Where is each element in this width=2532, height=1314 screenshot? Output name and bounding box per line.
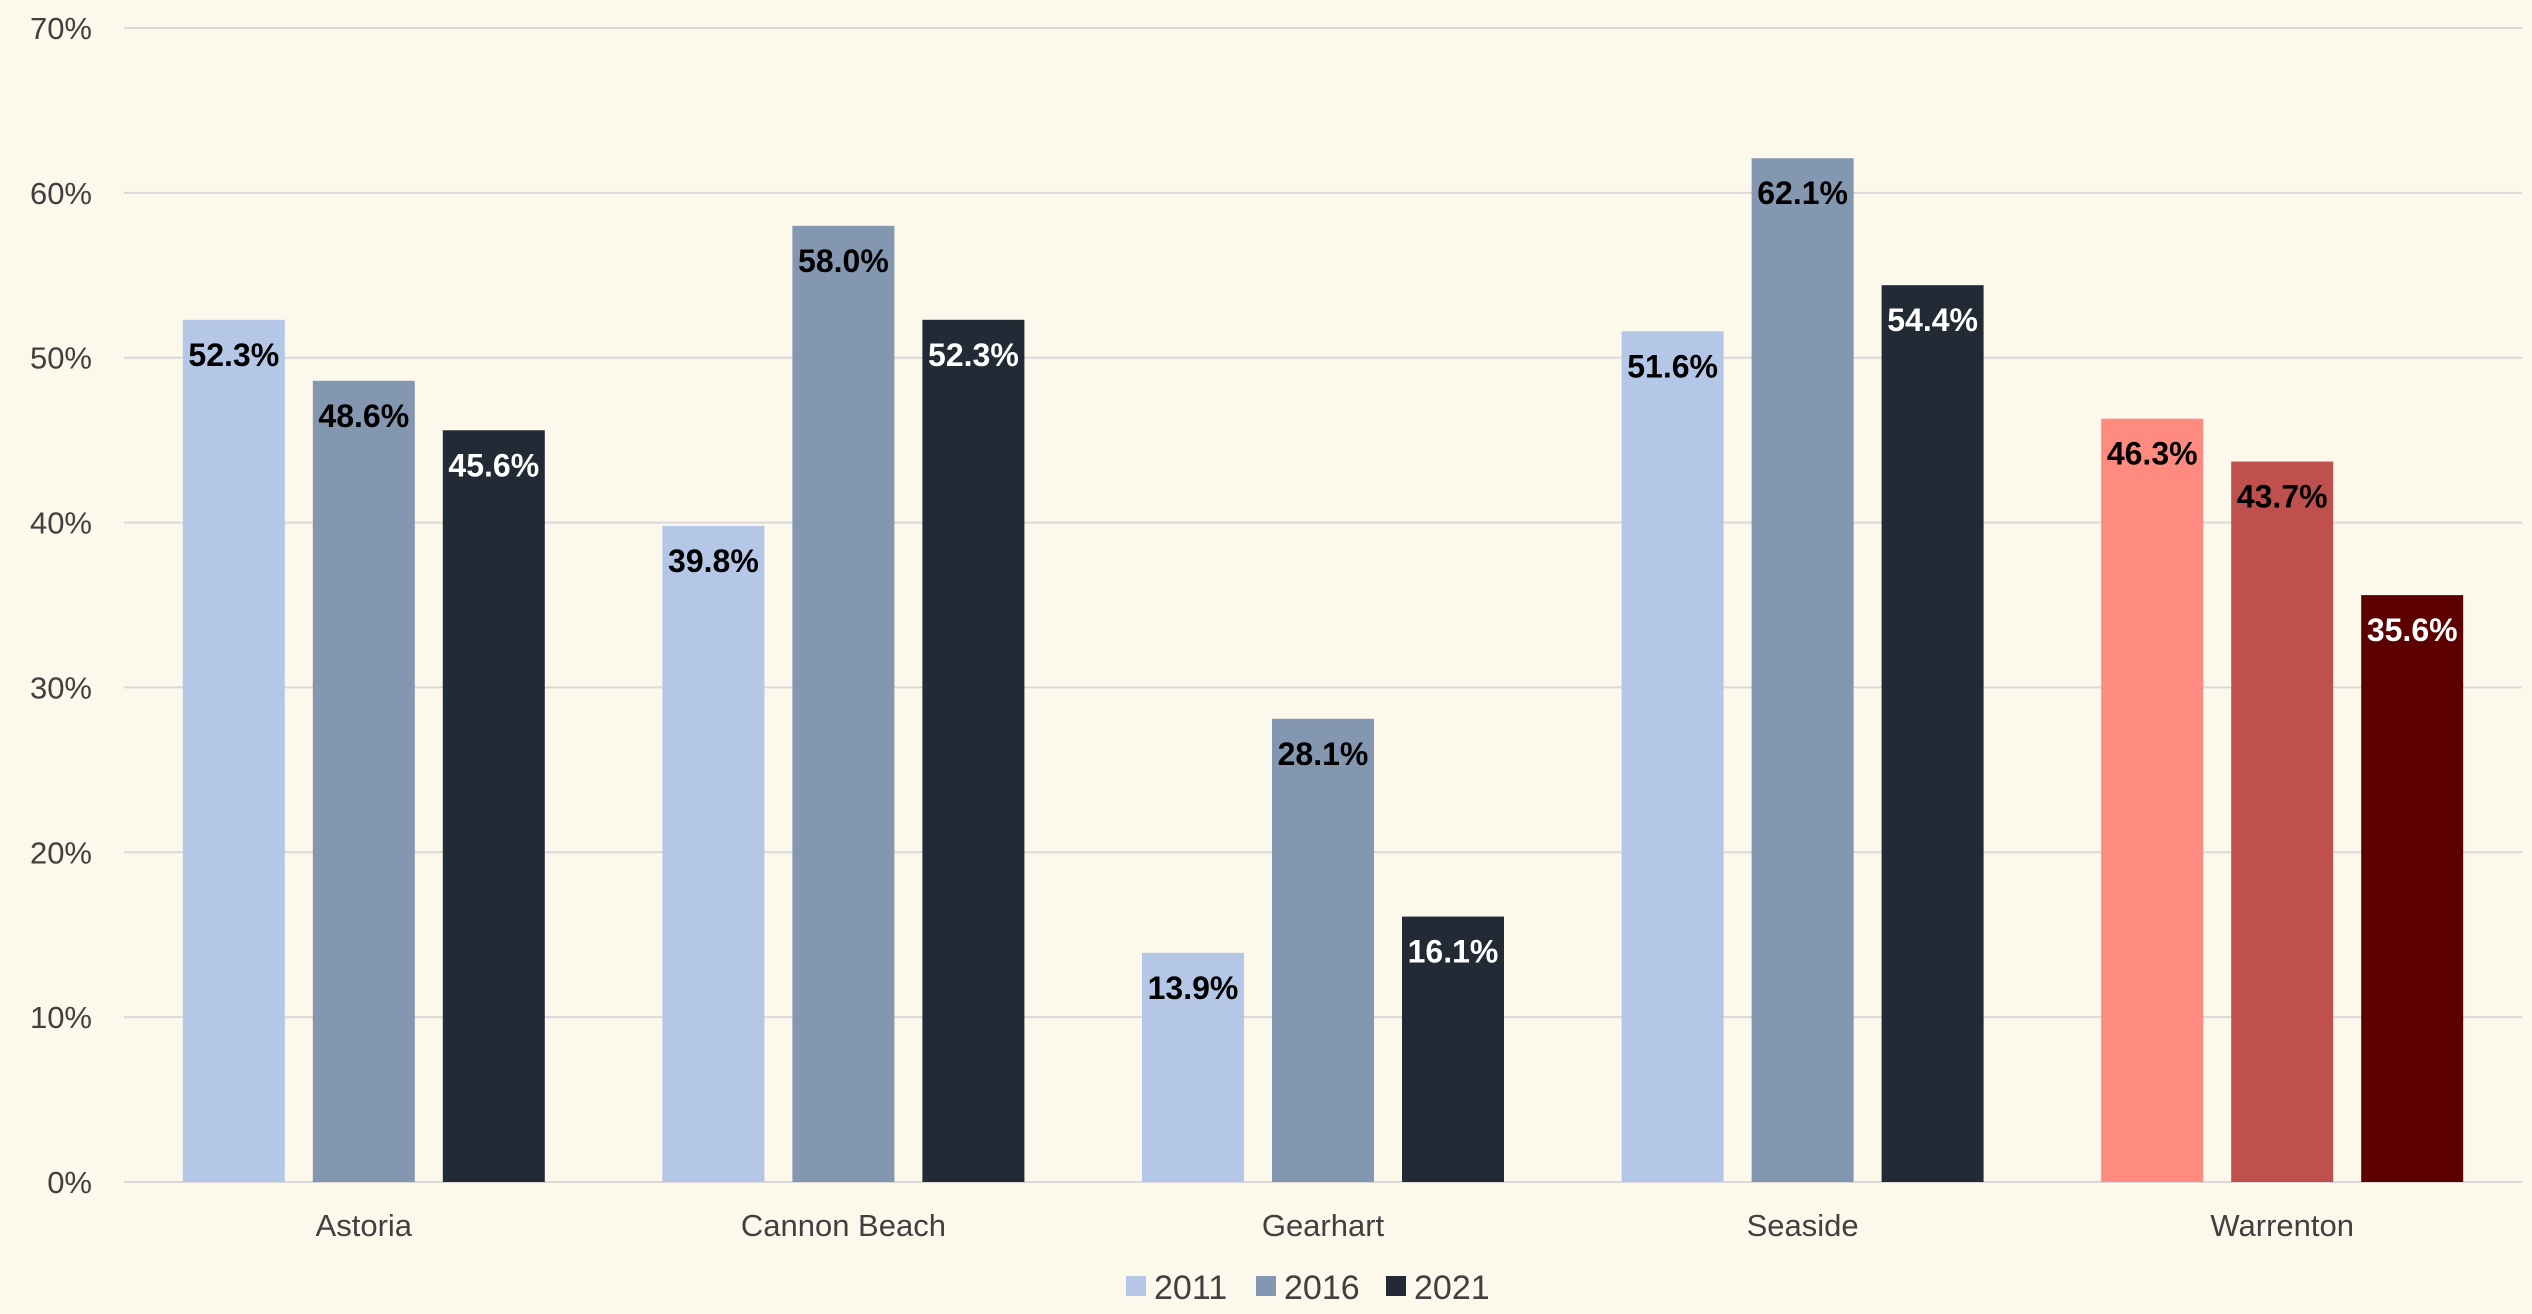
bar-cannon-beach-2016 <box>792 225 895 1183</box>
legend-label: 2021 <box>1414 1269 1490 1307</box>
bar-astoria-2011 <box>182 319 285 1183</box>
bar-warrenton-2016 <box>2231 461 2334 1182</box>
data-label: 54.4% <box>1887 302 1978 338</box>
legend: 2011 2016 2021 <box>1126 1269 1490 1307</box>
y-tick-label: 0% <box>47 1165 92 1200</box>
legend-swatch <box>1126 1276 1146 1296</box>
x-category-label: Seaside <box>1747 1208 1859 1243</box>
bar-warrenton-2021 <box>2361 595 2464 1182</box>
data-label: 46.3% <box>2107 436 2198 472</box>
bar-warrenton-2011 <box>2101 418 2204 1182</box>
data-label: 52.3% <box>188 337 279 373</box>
x-category-label: Astoria <box>316 1208 413 1243</box>
bar-cannon-beach-2021 <box>922 319 1025 1183</box>
data-label: 62.1% <box>1757 175 1848 211</box>
y-tick-label: 50% <box>30 341 92 376</box>
bar-seaside-2011 <box>1621 331 1724 1182</box>
bar-gearhart-2021 <box>1402 916 1504 1182</box>
bar-gearhart-2011 <box>1142 952 1244 1182</box>
legend-swatch <box>1386 1276 1406 1296</box>
data-label: 16.1% <box>1408 934 1499 970</box>
y-tick-label: 10% <box>30 1000 92 1035</box>
y-axis-ticks: 0% 10% 20% 30% 40% 50% 60% 70% <box>30 11 92 1200</box>
legend-label: 2016 <box>1284 1269 1360 1307</box>
data-label: 58.0% <box>798 243 889 279</box>
bar-seaside-2021 <box>1881 285 1984 1183</box>
legend-label: 2011 <box>1154 1269 1227 1307</box>
bars <box>182 158 2464 1183</box>
y-tick-label: 40% <box>30 506 92 541</box>
data-label: 28.1% <box>1278 736 1369 772</box>
bar-astoria-2016 <box>312 380 415 1182</box>
y-tick-label: 30% <box>30 670 92 705</box>
bar-astoria-2021 <box>442 430 545 1182</box>
y-tick-label: 20% <box>30 835 92 870</box>
bar-seaside-2016 <box>1751 158 1854 1183</box>
data-label: 43.7% <box>2237 479 2328 515</box>
data-label: 13.9% <box>1148 970 1239 1006</box>
x-axis-categories: Astoria Cannon Beach Gearhart Seaside Warren… <box>316 1208 2354 1243</box>
x-category-label: Cannon Beach <box>741 1208 946 1243</box>
y-tick-label: 60% <box>30 176 92 211</box>
data-label: 48.6% <box>318 398 409 434</box>
data-label: 39.8% <box>668 543 759 579</box>
bar-gearhart-2016 <box>1272 718 1374 1182</box>
data-label: 52.3% <box>928 337 1019 373</box>
data-label: 51.6% <box>1627 348 1718 384</box>
bar-cannon-beach-2011 <box>662 525 765 1182</box>
legend-swatch <box>1256 1276 1276 1296</box>
data-labels: 52.3% 48.6% 45.6% 39.8% 58.0% 52.3% 13.9% 28.1%… <box>188 175 2457 1006</box>
x-category-label: Gearhart <box>1262 1208 1385 1243</box>
data-label: 45.6% <box>448 447 539 483</box>
x-category-label: Warrenton <box>2210 1208 2354 1243</box>
data-label: 35.6% <box>2367 612 2458 648</box>
y-tick-label: 70% <box>30 11 92 46</box>
